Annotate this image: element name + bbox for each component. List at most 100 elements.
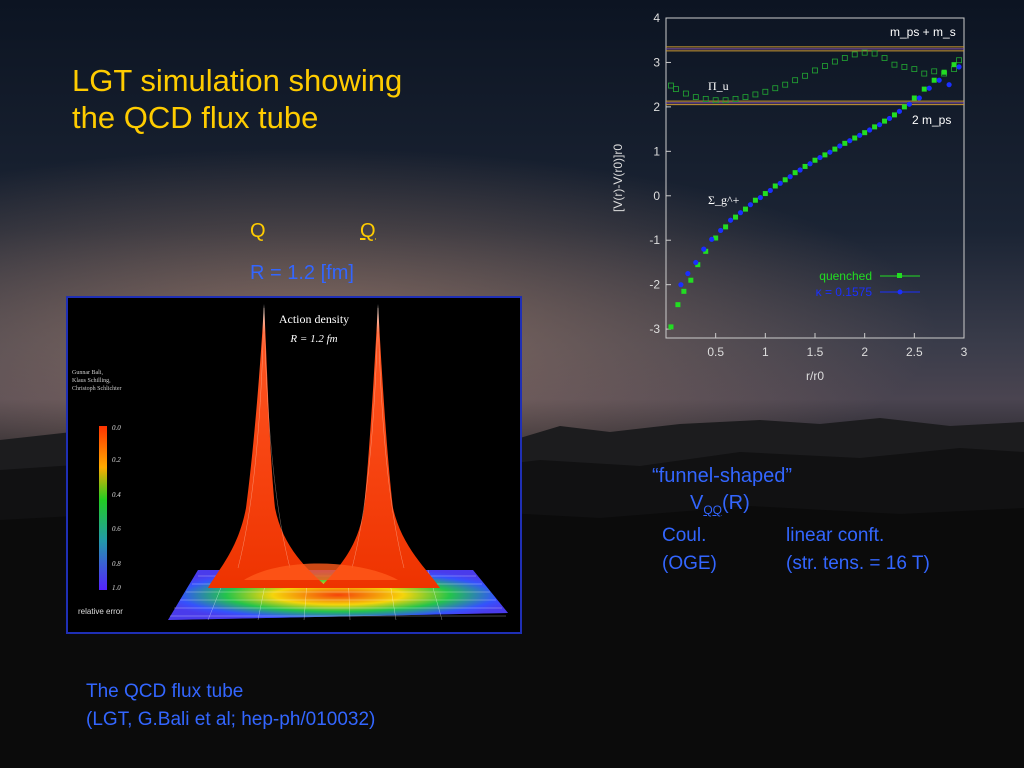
figure-caption: The QCD flux tube (LGT, G.Bali et al; he…: [86, 678, 375, 734]
quenched-point: [901, 104, 907, 110]
sigma-g-label: Σ_g^+: [708, 193, 740, 207]
pi-u-point: [881, 55, 888, 61]
quenched-point: [723, 224, 729, 230]
caption-line-2: (LGT, G.Bali et al; hep-ph/010032): [86, 709, 376, 730]
potential-label: VQQ(R): [690, 492, 750, 517]
pi-u-point: [772, 85, 779, 92]
pi-u-point: [722, 97, 729, 104]
quenched-point: [742, 206, 748, 212]
x-tick-label: 2.5: [906, 345, 923, 359]
kappa-point: [777, 180, 783, 186]
quark-spike: [208, 304, 328, 588]
coulomb-label: Coul.: [662, 525, 707, 546]
pi-u-point: [782, 81, 789, 88]
chart-legend: quenched κ = 0.1575: [816, 269, 920, 299]
flux-tube-plot: Action density R = 1.2 fm Gunnar Bali, K…: [72, 304, 508, 621]
quenched-point: [802, 163, 808, 169]
pi-u-point: [712, 97, 719, 104]
kappa-point: [709, 236, 715, 242]
quenched-point: [812, 157, 818, 163]
title-line-1: LGT simulation showing: [72, 63, 403, 98]
antiquark-spike: [320, 304, 440, 588]
scale-label: relative error: [78, 607, 123, 616]
quenched-point: [931, 77, 937, 83]
legend-kappa: κ = 0.1575: [816, 285, 873, 299]
kappa-point: [896, 108, 903, 114]
quenched-point: [862, 130, 868, 136]
scale-tick: 0.6: [112, 525, 121, 533]
quenched-point: [872, 124, 878, 130]
legend-quenched-marker: [897, 273, 902, 278]
author-2: Klaus Schilling,: [72, 378, 111, 384]
figure-title: Action density: [279, 312, 349, 326]
quenched-point: [713, 235, 719, 241]
author-3: Christoph Schlichter: [72, 386, 122, 392]
x-tick-label: 1.5: [807, 345, 824, 359]
two-mps-label: 2 m_ps: [912, 113, 951, 127]
potential-symbol: V: [690, 492, 704, 514]
x-tick-label: 3: [961, 345, 968, 359]
kappa-point: [737, 210, 744, 216]
kappa-point: [956, 64, 962, 70]
pi-u-label: Π_u: [708, 79, 729, 93]
kappa-point: [685, 270, 691, 277]
kappa-point: [757, 194, 763, 201]
antiquark-label: Q: [360, 220, 376, 242]
quenched-point: [733, 214, 739, 220]
kappa-point: [837, 143, 843, 149]
linear-label: linear conft.: [786, 525, 885, 546]
scale-tick: 0.0: [112, 424, 121, 432]
legend-quenched: quenched: [819, 269, 872, 283]
kappa-point: [797, 167, 803, 173]
title-line-2: the QCD flux tube: [72, 100, 319, 135]
pi-u-point: [762, 88, 769, 95]
kappa-point: [946, 82, 952, 88]
x-tick-label: 2: [861, 345, 868, 359]
quenched-point: [703, 248, 709, 254]
kappa-point: [807, 161, 813, 167]
legend-kappa-marker: [897, 289, 903, 295]
quenched-point: [762, 191, 768, 197]
funnel-label: “funnel-shaped”: [652, 465, 793, 487]
pi-u-point: [901, 63, 908, 70]
quenched-point: [668, 324, 674, 330]
kappa-point: [747, 202, 754, 208]
pi-u-point: [851, 51, 858, 58]
pi-u-point: [841, 55, 848, 61]
quenched-point: [681, 288, 687, 294]
quenched-point: [882, 118, 888, 124]
pi-u-point: [668, 82, 674, 89]
quenched-point: [772, 183, 778, 189]
coulomb-column: Coul. (OGE): [662, 522, 717, 578]
quenched-point: [891, 112, 897, 118]
y-tick-label: -3: [649, 322, 660, 336]
pi-u-point: [802, 72, 808, 79]
kappa-point: [693, 259, 699, 266]
kappa-point: [876, 122, 883, 128]
kappa-point: [916, 95, 922, 101]
pi-u-point: [921, 70, 928, 77]
y-tick-label: 3: [653, 55, 660, 69]
pi-u-point: [752, 91, 759, 98]
color-scale-ticks: 0.0 0.2 0.4 0.6 0.8 1.0: [112, 424, 121, 592]
quenched-point: [911, 95, 917, 101]
separation-label: R = 1.2 [fm]: [250, 262, 354, 284]
quenched-point: [951, 62, 957, 68]
kappa-point: [906, 101, 912, 107]
slide-title: LGT simulation showing the QCD flux tube: [72, 62, 532, 136]
quenched-point: [921, 86, 927, 92]
string-tension-label: (str. tens. = 16 T): [786, 553, 930, 574]
quenched-point: [832, 146, 838, 152]
pi-u-point: [673, 86, 679, 93]
kappa-point: [936, 77, 942, 83]
pi-u-point: [831, 58, 838, 65]
kappa-point: [727, 217, 734, 223]
quenched-point: [675, 302, 681, 308]
mps-ms-label: m_ps + m_s: [890, 25, 956, 39]
pi-u-point: [956, 57, 962, 64]
action-density-figure: Action density R = 1.2 fm Gunnar Bali, K…: [66, 296, 522, 634]
kappa-point: [787, 174, 793, 180]
y-tick-label: 4: [653, 11, 660, 25]
pi-u-point: [822, 63, 828, 69]
